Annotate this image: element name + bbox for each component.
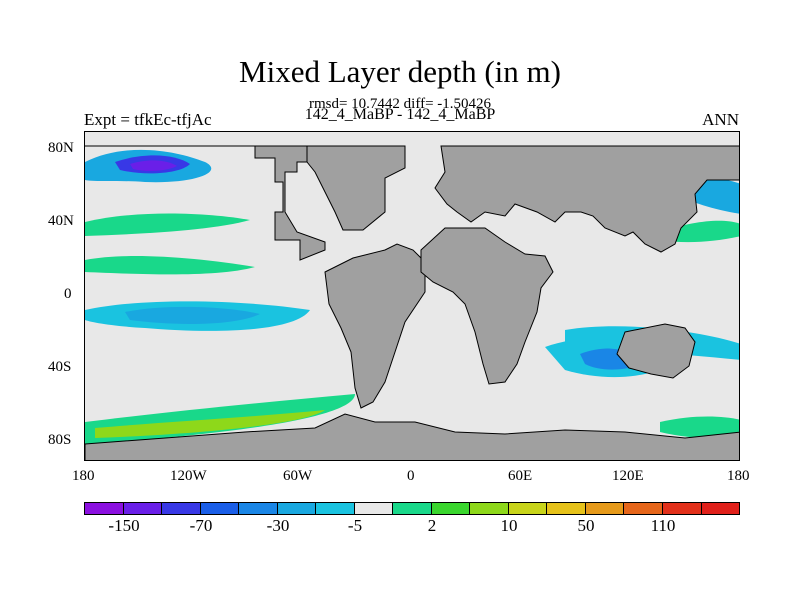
colorbar-label: -5 xyxy=(347,516,363,535)
colorbar-box xyxy=(585,503,625,514)
map-canvas xyxy=(85,145,739,460)
lon-label-120w: 120W xyxy=(170,468,207,484)
lat-label-80s: 80S xyxy=(48,432,72,448)
lon-label-0: 0 xyxy=(407,468,415,484)
land-greenland xyxy=(306,145,406,231)
colorbar-box xyxy=(624,503,663,514)
map-panel xyxy=(84,131,740,461)
patch-north-pacific-purple xyxy=(130,160,177,171)
colorbar-box xyxy=(508,503,548,514)
colorbar-box xyxy=(701,503,740,514)
lat-label-40n: 40N xyxy=(48,213,74,229)
stats-text: rmsd= 10.7442 diff= -1.50426 xyxy=(308,96,492,112)
colorbar-box xyxy=(239,503,278,514)
colorbar-box xyxy=(354,503,394,514)
land-australia xyxy=(616,323,696,379)
colorbar-box xyxy=(393,503,432,514)
colorbar-label: -150 xyxy=(108,516,140,535)
map-title: Mixed Layer depth (in m) xyxy=(239,54,561,89)
colorbar-label: 110 xyxy=(650,516,676,535)
colorbar-box xyxy=(123,503,163,514)
lat-label-equator: 0 xyxy=(64,286,72,302)
colorbar-label: -30 xyxy=(266,516,290,535)
experiment-label: Expt = tfkEc-tfjAc xyxy=(84,110,212,129)
lat-label-40s: 40S xyxy=(48,359,72,375)
patch-pacific-south-deep xyxy=(125,306,260,324)
land-south-america xyxy=(324,243,426,409)
season-label: ANN xyxy=(702,110,739,129)
land-eurasia xyxy=(434,145,739,253)
land-north-america xyxy=(85,145,326,261)
colorbar-box xyxy=(162,503,201,514)
patch-pacific-30n-green xyxy=(85,256,255,275)
colorbar-box xyxy=(277,503,317,514)
patch-east-pacific-40n xyxy=(660,220,739,243)
colorbar-label: 10 xyxy=(500,516,518,535)
land-masses xyxy=(85,145,739,460)
land-africa xyxy=(420,227,554,385)
colorbar-box xyxy=(547,503,586,514)
colorbar xyxy=(84,502,740,515)
lon-label-60e: 60E xyxy=(508,468,533,484)
lon-label-180w: 180 xyxy=(72,468,95,484)
colorbar-box xyxy=(200,503,240,514)
patch-southern-ocean-east xyxy=(660,416,739,439)
land-antarctica xyxy=(85,413,739,460)
lon-label-120e: 120E xyxy=(612,468,644,484)
cases-text: 142_4_MaBP - 142_4_MaBP xyxy=(304,106,496,123)
colorbar-label: -70 xyxy=(189,516,213,535)
colorbar-box xyxy=(662,503,702,514)
lon-label-180e: 180 xyxy=(727,468,750,484)
lon-label-60w: 60W xyxy=(283,468,313,484)
patch-pacific-40n-green xyxy=(85,213,250,236)
colorbar-label: 2 xyxy=(427,516,437,535)
colorbar-label: 50 xyxy=(577,516,595,535)
colorbar-box xyxy=(316,503,355,514)
colorbar-box xyxy=(470,503,509,514)
colorbar-box xyxy=(85,503,124,514)
colorbar-box xyxy=(431,503,471,514)
lat-label-80n: 80N xyxy=(48,140,74,156)
patch-southern-ocean-yellow xyxy=(95,410,325,438)
